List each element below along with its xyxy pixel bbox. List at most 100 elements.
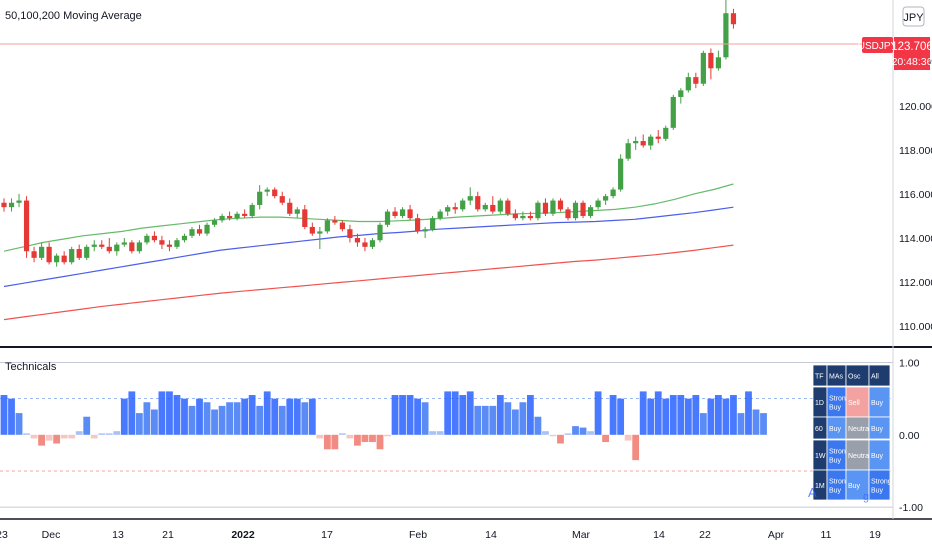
candle-body	[625, 143, 631, 159]
candle-body	[475, 196, 481, 210]
time-tick-label: Mar	[572, 529, 591, 541]
candle-body	[384, 211, 391, 225]
technicals-bar	[594, 391, 602, 435]
technicals-bar	[211, 409, 218, 435]
candle-body	[565, 209, 571, 219]
technicals-bar	[15, 413, 23, 435]
technicals-bar	[188, 405, 196, 435]
technicals-bar	[369, 434, 376, 443]
technicals-bar	[587, 431, 594, 435]
candle-body	[46, 246, 52, 263]
candle-body	[633, 141, 639, 144]
candle-body	[196, 229, 203, 234]
candle	[399, 207, 406, 219]
technicals-bar	[436, 431, 444, 435]
candle-body	[181, 235, 188, 241]
candle-body	[211, 220, 218, 225]
currency-badge[interactable]: JPY	[902, 6, 925, 27]
technicals-bar	[481, 405, 489, 435]
candle-body	[332, 220, 338, 223]
candle-body	[354, 238, 361, 243]
candle-body	[174, 240, 180, 247]
candle-body	[595, 200, 601, 208]
candle-body	[144, 235, 150, 243]
candle	[114, 242, 120, 256]
technicals-bar	[233, 402, 241, 435]
candle-body	[610, 189, 616, 197]
candle	[257, 185, 263, 210]
candle	[610, 187, 616, 199]
technicals-table-text: 1M	[815, 483, 825, 490]
technicals-table-cell: TF	[812, 364, 828, 387]
candle	[69, 246, 75, 265]
technicals-bar	[384, 434, 391, 437]
candle	[227, 211, 233, 221]
candle-body	[618, 158, 624, 190]
candle	[196, 224, 203, 236]
candle-body	[580, 202, 586, 216]
candle	[39, 242, 45, 261]
technicals-table-cell: All	[868, 364, 891, 387]
candle	[204, 222, 210, 236]
symbol-badge[interactable]: USDJPY	[858, 37, 898, 53]
candle	[249, 202, 255, 219]
technicals-bar	[23, 433, 30, 435]
candle	[678, 88, 684, 104]
candle-body	[512, 213, 518, 219]
technicals-bar	[511, 409, 519, 435]
candle	[482, 202, 488, 212]
technicals-bar	[444, 391, 452, 435]
candle	[527, 211, 533, 221]
time-tick-label: 11	[821, 529, 832, 541]
technicals-table-text: Buy	[871, 488, 884, 495]
technicals-bar	[339, 433, 346, 435]
candle	[294, 207, 300, 219]
candle-body	[700, 52, 706, 84]
time-tick-label: 13	[112, 529, 124, 541]
candle	[655, 130, 661, 144]
technicals-table-cell: Strong Buy	[868, 469, 892, 501]
candle	[317, 226, 323, 250]
technicals-bar	[376, 434, 384, 450]
candle-body	[54, 255, 60, 263]
technicals-bar	[391, 395, 399, 435]
technicals-table-cell: Buy	[868, 439, 891, 471]
main-pane-title: 50,100,200 Moving Average	[5, 10, 142, 22]
technicals-table-text: Strong	[829, 449, 850, 456]
candle	[106, 238, 112, 254]
technicals-bar	[519, 402, 527, 435]
candle-body	[505, 200, 511, 214]
candle-body	[69, 249, 75, 263]
currency-badge-label: JPY	[903, 12, 924, 24]
technicals-bar	[624, 434, 632, 441]
technicals-table-cell: Neutral	[845, 439, 871, 471]
technicals-bar	[241, 398, 249, 435]
candle-body	[460, 200, 466, 210]
candle	[324, 218, 330, 234]
candle-body	[587, 207, 594, 216]
candle	[663, 125, 669, 142]
technicals-table-cell-bg	[868, 469, 891, 501]
technicals-bar	[301, 402, 309, 435]
technicals-bar	[489, 405, 497, 435]
candle-body	[23, 200, 30, 252]
candle	[279, 191, 285, 205]
technicals-bar	[692, 395, 700, 435]
candle	[362, 238, 368, 252]
technicals-table-text: Buy	[829, 426, 842, 433]
candle-body	[497, 200, 503, 212]
candle-body	[452, 207, 458, 210]
technicals-bar	[752, 409, 760, 435]
symbol-badge-label: USDJPY	[858, 41, 898, 52]
technicals-table-text: Neutral	[848, 453, 871, 460]
price-tick-label: 114.000	[899, 233, 932, 245]
technicals-bar	[564, 433, 572, 435]
technicals-pane	[0, 362, 893, 508]
candle-body	[294, 209, 300, 214]
candle-body	[648, 136, 654, 146]
candle	[189, 226, 195, 239]
candle	[490, 196, 496, 214]
candle-body	[317, 231, 323, 234]
